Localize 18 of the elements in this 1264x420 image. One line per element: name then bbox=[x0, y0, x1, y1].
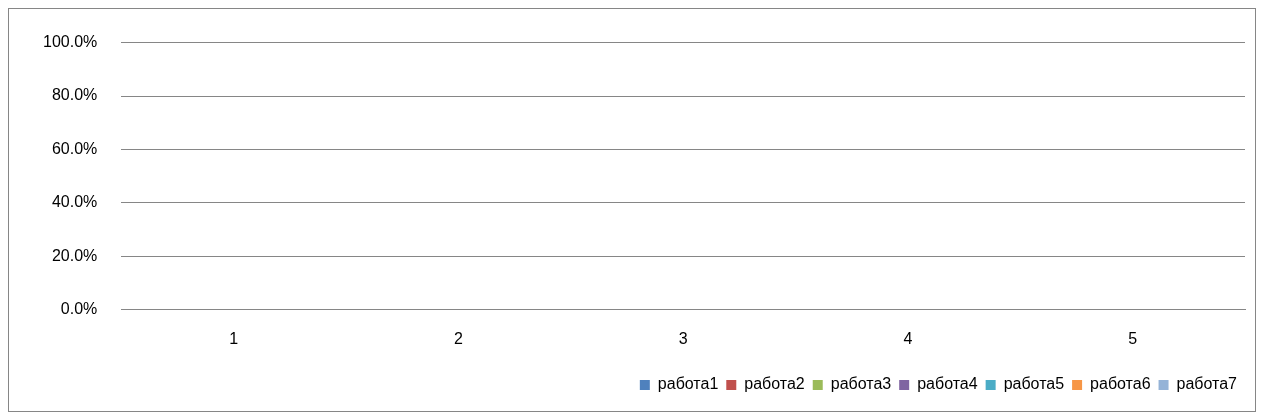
legend-label: работа2 bbox=[744, 375, 805, 393]
x-tick-label: 2 bbox=[453, 329, 463, 347]
legend-label: работа3 bbox=[830, 375, 892, 393]
legend-label: работа7 bbox=[1176, 375, 1238, 393]
legend-label: работа4 bbox=[917, 375, 978, 393]
y-tick-label: 60.0% bbox=[51, 139, 98, 157]
legend-label: работа1 bbox=[657, 375, 719, 393]
legend-label: работа5 bbox=[1003, 375, 1065, 393]
legend-label: работа6 bbox=[1090, 375, 1151, 393]
y-tick-label: 100.0% bbox=[43, 33, 98, 51]
x-tick-label: 1 bbox=[229, 329, 239, 347]
x-tick-label: 4 bbox=[903, 329, 913, 347]
x-tick-label: 3 bbox=[678, 329, 688, 347]
y-tick-label: 40.0% bbox=[51, 193, 98, 211]
y-tick-label: 20.0% bbox=[51, 246, 98, 264]
y-tick-label: 0.0% bbox=[60, 300, 98, 318]
x-tick-label: 5 bbox=[1128, 329, 1138, 347]
y-tick-label: 80.0% bbox=[51, 86, 98, 104]
